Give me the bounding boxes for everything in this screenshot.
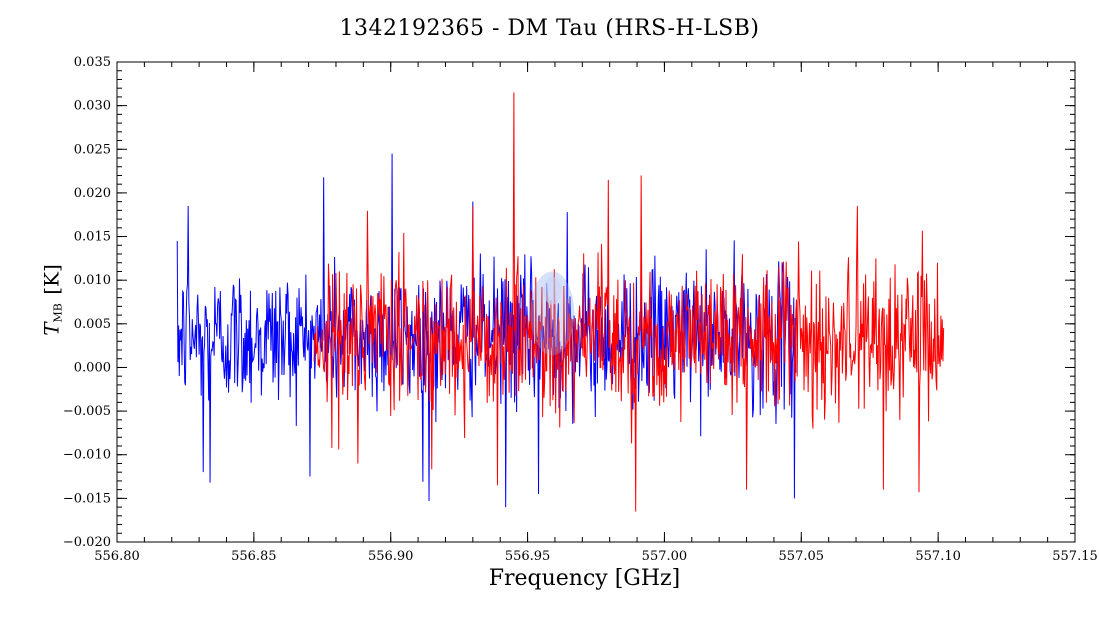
plot-frame (116, 61, 1076, 543)
axis-ticks: 556.80 556.85 556.90 556.95 557.00 557.05 557.… (63, 55, 1098, 564)
x-tick-label: 556.80 (94, 549, 140, 564)
y-tick-label: 0.030 (74, 99, 111, 114)
x-tick-label: 556.95 (505, 549, 551, 564)
y-tick-label: 0.020 (74, 186, 111, 201)
y-axis-symbol: T (39, 322, 64, 336)
x-tick-label: 556.85 (231, 549, 277, 564)
chart-title: 1342192365 - DM Tau (HRS-H-LSB) (339, 16, 760, 41)
y-tick-label: 0.010 (74, 273, 111, 288)
x-tick-label: 557.00 (642, 549, 688, 564)
y-tick-label: −0.010 (63, 448, 111, 463)
x-axis-label: Frequency [GHz] (488, 566, 681, 591)
y-tick-label: −0.020 (63, 535, 111, 550)
y-tick-label: 0.015 (74, 230, 111, 245)
line-marker-layer (530, 271, 575, 356)
line-marker-core (543, 276, 562, 305)
y-tick-label: 0.035 (74, 55, 111, 70)
x-tick-label: 557.15 (1052, 549, 1098, 564)
y-axis-label: TMB [K] (40, 264, 65, 336)
y-tick-label: 0.005 (74, 317, 111, 332)
y-axis-subscript: MB (51, 303, 65, 323)
x-tick-label: 557.10 (915, 549, 961, 564)
x-tick-label: 556.90 (368, 549, 414, 564)
y-tick-label: −0.005 (63, 404, 111, 419)
y-axis-unit: [K] (39, 264, 64, 295)
line-marker-glow (530, 271, 575, 356)
x-tick-label: 557.05 (779, 549, 825, 564)
y-tick-label: −0.015 (63, 491, 111, 506)
series-2-line (313, 92, 945, 512)
series-layer (176, 92, 945, 512)
y-tick-label: 0.025 (74, 142, 111, 157)
y-tick-label: 0.000 (74, 360, 111, 375)
